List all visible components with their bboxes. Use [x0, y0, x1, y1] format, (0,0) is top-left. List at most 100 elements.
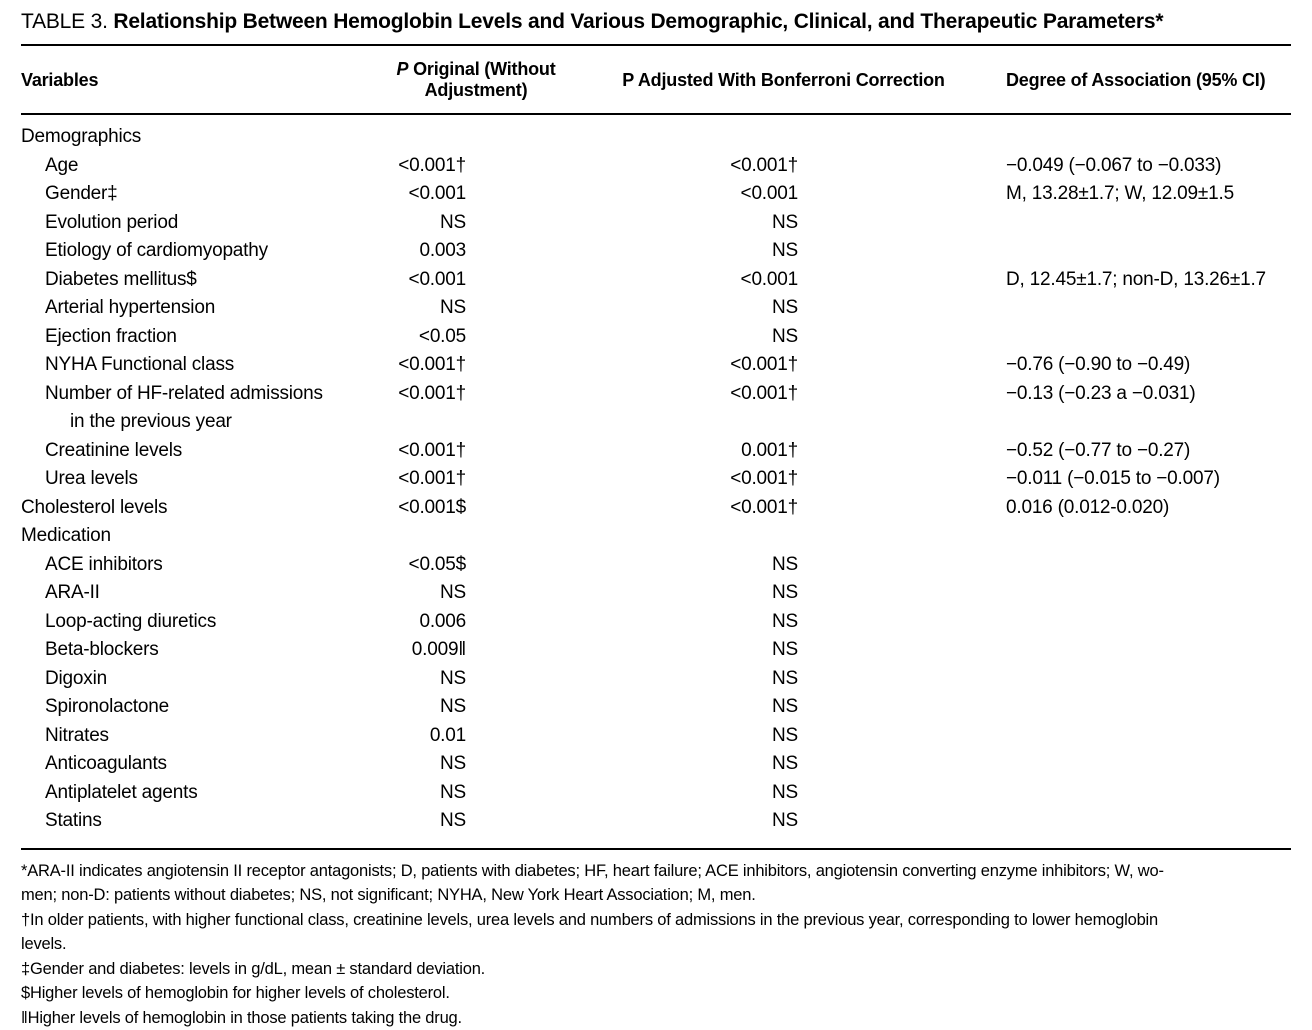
header-p-original: P Original (Without Adjustment): [351, 59, 601, 101]
variable-label: ACE inhibitors: [21, 551, 351, 580]
table-row: Cholesterol levels<0.001$<0.001†0.016 (0…: [21, 494, 1291, 523]
footnote-line: *ARA-II indicates angiotensin II recepto…: [21, 859, 1291, 884]
p-original-value: <0.001: [351, 180, 601, 209]
p-original-value: 0.006: [351, 608, 601, 637]
variable-cell: Ejection fraction: [21, 323, 351, 352]
p-original-value: NS: [351, 693, 601, 722]
p-original-value: NS: [351, 294, 601, 323]
variable-cell: Statins: [21, 807, 351, 836]
p-adjusted-value: NS: [601, 636, 966, 665]
association-value: M, 13.28±1.7; W, 12.09±1.5: [966, 180, 1291, 209]
table-title: TABLE 3. Relationship Between Hemoglobin…: [21, 5, 1291, 44]
p-original-value: <0.001†: [351, 465, 601, 494]
variable-cell: Etiology of cardiomyopathy: [21, 237, 351, 266]
variable-label: Anticoagulants: [21, 750, 351, 779]
p-adjusted-value: NS: [601, 608, 966, 637]
association-value: D, 12.45±1.7; non-D, 13.26±1.7: [966, 266, 1291, 295]
variable-cell: Diabetes mellitus$: [21, 266, 351, 295]
variable-cell: Medication: [21, 522, 351, 551]
p-adjusted-value: NS: [601, 294, 966, 323]
p-original-value: <0.001†: [351, 152, 601, 181]
association-value: −0.011 (−0.015 to −0.007): [966, 465, 1291, 494]
table-row: Creatinine levels<0.001†0.001†−0.52 (−0.…: [21, 437, 1291, 466]
variable-label: Evolution period: [21, 209, 351, 238]
p-original-value: NS: [351, 807, 601, 836]
variable-cell: Gender‡: [21, 180, 351, 209]
variable-label: Digoxin: [21, 665, 351, 694]
variable-label: NYHA Functional class: [21, 351, 351, 380]
p-adjusted-value: NS: [601, 693, 966, 722]
variable-label: Demographics: [21, 123, 351, 152]
p-original-value: NS: [351, 665, 601, 694]
p-adjusted-value: <0.001†: [601, 152, 966, 181]
p-adjusted-value: NS: [601, 323, 966, 352]
table-title-marker: *: [1155, 10, 1163, 33]
variable-label: Age: [21, 152, 351, 181]
p-adjusted-value: NS: [601, 579, 966, 608]
table-number-label: TABLE 3.: [21, 10, 108, 33]
p-adjusted-value: NS: [601, 665, 966, 694]
variable-label: Arterial hypertension: [21, 294, 351, 323]
variable-label: ARA-II: [21, 579, 351, 608]
p-adjusted-value: NS: [601, 750, 966, 779]
variable-cell: Demographics: [21, 123, 351, 152]
footnote-line: men; non-D: patients without diabetes; N…: [21, 883, 1291, 908]
variable-cell: Anticoagulants: [21, 750, 351, 779]
table-row: Age<0.001†<0.001†−0.049 (−0.067 to −0.03…: [21, 152, 1291, 181]
variable-label: Beta-blockers: [21, 636, 351, 665]
footnote-line: ‖Higher levels of hemoglobin in those pa…: [21, 1006, 1291, 1030]
variable-label: Etiology of cardiomyopathy: [21, 237, 351, 266]
variable-label: Statins: [21, 807, 351, 836]
footnote-line: †In older patients, with higher function…: [21, 908, 1291, 933]
header-association: Degree of Association (95% CI): [966, 70, 1291, 91]
variable-cell: Urea levels: [21, 465, 351, 494]
table-footnotes: *ARA-II indicates angiotensin II recepto…: [21, 850, 1291, 1030]
variable-label: Ejection fraction: [21, 323, 351, 352]
p-adjusted-value: NS: [601, 807, 966, 836]
p-original-value: 0.009‖: [351, 636, 601, 665]
table-row: ACE inhibitors<0.05$NS: [21, 551, 1291, 580]
p-adjusted-value: NS: [601, 722, 966, 751]
p-adjusted-value: NS: [601, 779, 966, 808]
variable-cell: Loop-acting diuretics: [21, 608, 351, 637]
p-adjusted-value: <0.001: [601, 180, 966, 209]
p-original-value: <0.001: [351, 266, 601, 295]
p-original-value: <0.05$: [351, 551, 601, 580]
variable-label: Medication: [21, 522, 351, 551]
variable-label-continued: in the previous year: [21, 408, 351, 437]
header-p-adjusted: P Adjusted With Bonferroni Correction: [601, 70, 966, 91]
p-original-value: <0.001†: [351, 380, 601, 409]
section-row: Demographics: [21, 123, 1291, 152]
variable-label: Gender‡: [21, 180, 351, 209]
p-original-value: <0.001$: [351, 494, 601, 523]
p-original-value: NS: [351, 779, 601, 808]
p-adjusted-value: <0.001†: [601, 465, 966, 494]
p-original-value: <0.001†: [351, 351, 601, 380]
variable-label: Nitrates: [21, 722, 351, 751]
association-value: −0.13 (−0.23 a −0.031): [966, 380, 1291, 409]
variable-label: Diabetes mellitus$: [21, 266, 351, 295]
variable-cell: Evolution period: [21, 209, 351, 238]
variable-label: Loop-acting diuretics: [21, 608, 351, 637]
p-original-value: NS: [351, 209, 601, 238]
variable-cell: ARA-II: [21, 579, 351, 608]
p-adjusted-value: NS: [601, 237, 966, 266]
p-original-value: NS: [351, 579, 601, 608]
p-adjusted-value: <0.001†: [601, 380, 966, 409]
table-header-row: Variables P Original (Without Adjustment…: [21, 46, 1291, 113]
section-row: Medication: [21, 522, 1291, 551]
p-original-value: <0.05: [351, 323, 601, 352]
